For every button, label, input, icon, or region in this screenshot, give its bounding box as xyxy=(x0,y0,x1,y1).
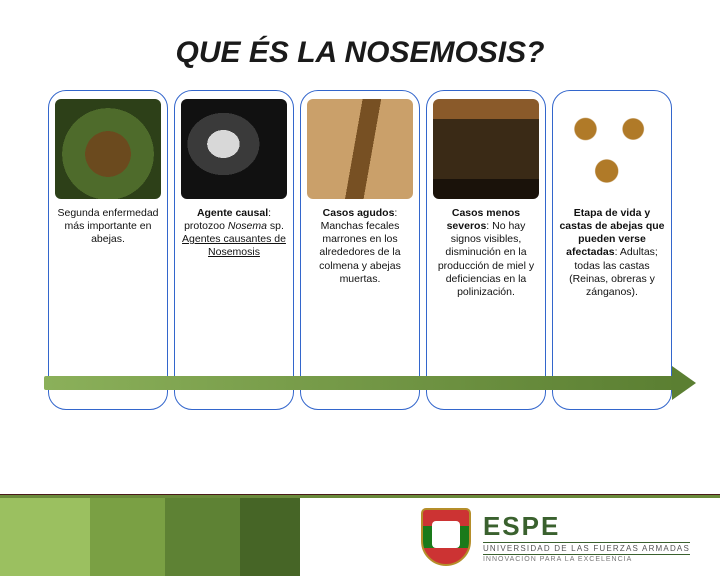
col-mild-text: Casos menos severos: No hay signos visib… xyxy=(433,207,539,299)
col-stage: Etapa de vida y castas de abejas que pue… xyxy=(552,90,672,410)
col-stage-text: Etapa de vida y castas de abejas que pue… xyxy=(559,207,665,299)
col-acute-text: Casos agudos: Manchas fecales marrones e… xyxy=(307,207,413,286)
col-agent-text: Agente causal: protozoo Nosema sp. Agent… xyxy=(181,207,287,260)
col-importance-text: Segunda enfermedad más importante en abe… xyxy=(55,207,161,246)
col-acute-image xyxy=(307,99,413,199)
col-importance-image xyxy=(55,99,161,199)
col-agent: Agente causal: protozoo Nosema sp. Agent… xyxy=(174,90,294,410)
columns-container: Segunda enfermedad más importante en abe… xyxy=(0,90,720,410)
col-mild: Casos menos severos: No hay signos visib… xyxy=(426,90,546,410)
accent-bars xyxy=(0,498,300,576)
col-stage-image xyxy=(559,99,665,199)
arrow-bar xyxy=(44,376,676,390)
arrow-tip xyxy=(672,366,696,400)
col-importance: Segunda enfermedad más importante en abe… xyxy=(48,90,168,410)
logo-area: ESPE UNIVERSIDAD DE LAS FUERZAS ARMADAS … xyxy=(421,508,690,566)
brand-subtitle: UNIVERSIDAD DE LAS FUERZAS ARMADAS xyxy=(483,542,690,555)
col-agent-image xyxy=(181,99,287,199)
brand-name: ESPE xyxy=(483,511,690,542)
shield-icon xyxy=(421,508,471,566)
brand-tagline: INNOVACIÓN PARA LA EXCELENCIA xyxy=(483,556,690,563)
col-mild-image xyxy=(433,99,539,199)
col-acute: Casos agudos: Manchas fecales marrones e… xyxy=(300,90,420,410)
slide-title: QUE ÉS LA NOSEMOSIS? xyxy=(0,36,720,70)
